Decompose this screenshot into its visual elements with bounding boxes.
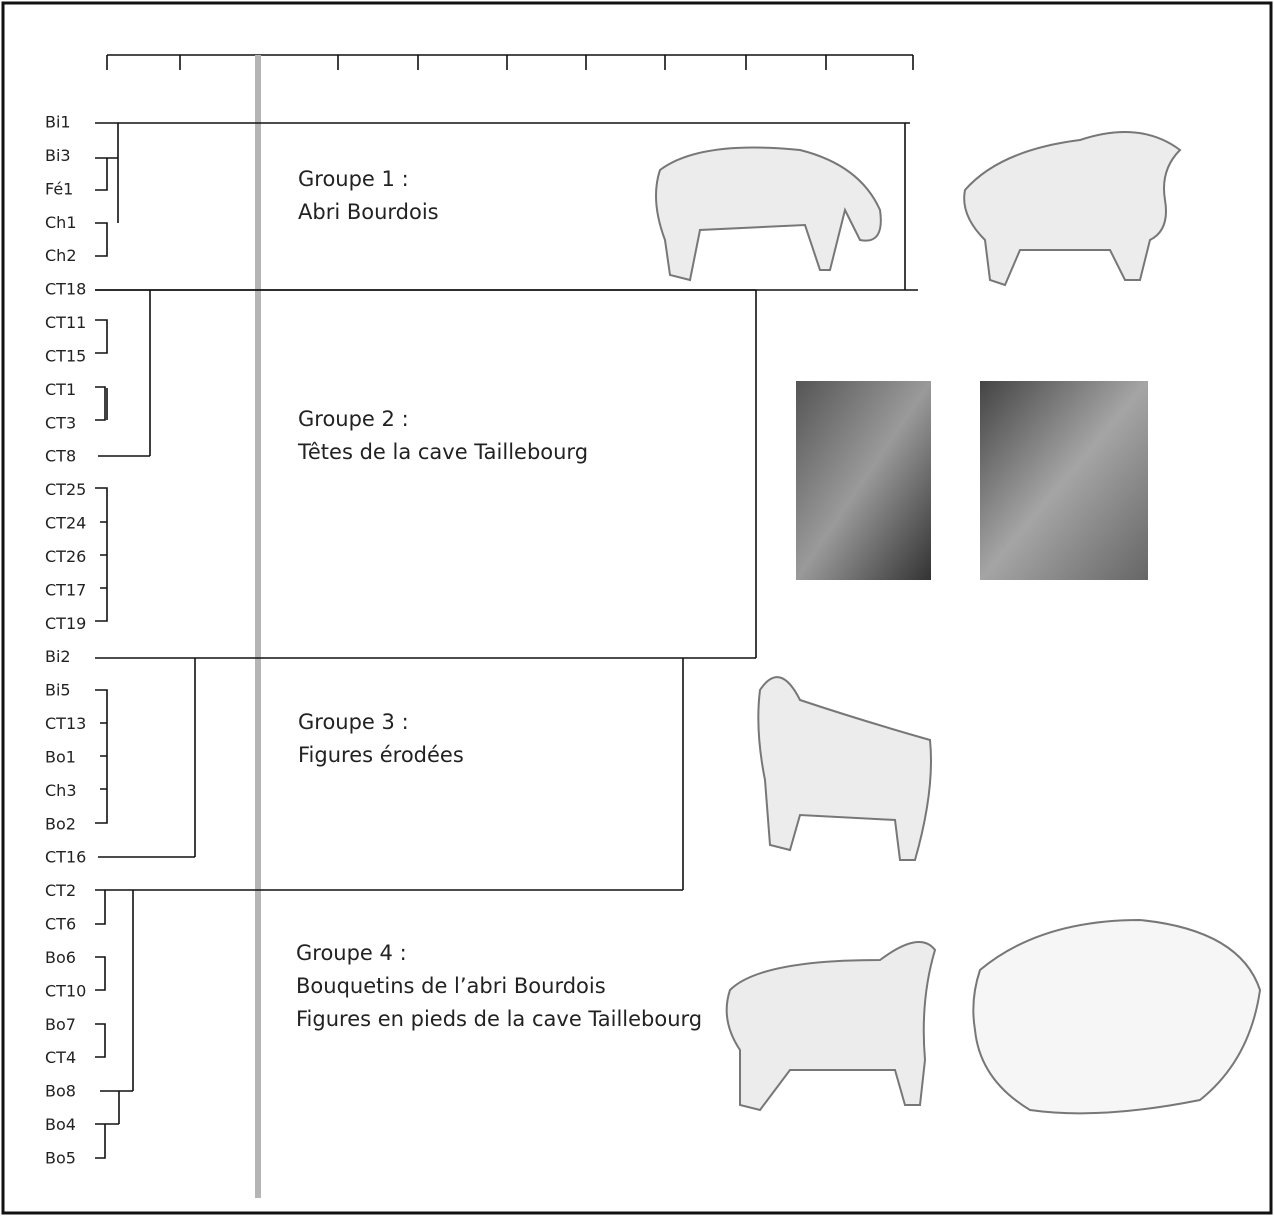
group-title: Groupe 2 :: [298, 407, 409, 431]
leaf-label: Bi2: [45, 647, 71, 666]
page: {"leaves": ["Bi1","Bi3","Fé1","Ch1","Ch2…: [0, 0, 1274, 1216]
leaf-label: Ch1: [45, 213, 77, 232]
top-axis: [107, 55, 913, 70]
group-description: Figures en pieds de la cave Taillebourg: [296, 1007, 702, 1031]
group-description: Figures érodées: [298, 743, 464, 767]
leaf-label: CT19: [45, 614, 86, 633]
leaf-label: CT13: [45, 714, 86, 733]
leaf-label: CT6: [45, 915, 76, 934]
group-description: Abri Bourdois: [298, 200, 439, 224]
leaf-label: CT1: [45, 380, 76, 399]
dendrogram-figure: Bi1 Bi3 Fé1 Ch1 Ch2 CT18 CT11 CT15 CT1 CT3 CT8 CT25…: [0, 0, 1274, 1216]
leaf-label: Bo7: [45, 1015, 76, 1034]
group-title: Groupe 4 :: [296, 941, 407, 965]
leaf-label: CT11: [45, 313, 86, 332]
group-description: Bouquetins de l’abri Bourdois: [296, 974, 606, 998]
group-description: Têtes de la cave Taillebourg: [297, 440, 588, 464]
leaf-label: CT16: [45, 848, 86, 867]
leaf-label: Bo1: [45, 747, 76, 766]
leaf-label: Bo4: [45, 1115, 76, 1134]
illustrations: [656, 132, 1260, 1113]
leaf-label: CT26: [45, 547, 86, 566]
leaf-label: CT10: [45, 981, 86, 1000]
leaf-label: CT4: [45, 1048, 76, 1067]
leaf-label: Ch2: [45, 246, 77, 265]
leaf-label: CT2: [45, 881, 76, 900]
leaf-label: Bo5: [45, 1149, 76, 1168]
leaf-label: CT24: [45, 514, 86, 533]
leaf-label: CT18: [45, 280, 86, 299]
leaf-label: Bo8: [45, 1082, 76, 1101]
leaf-label: Ch3: [45, 781, 77, 800]
leaf-label: Bo2: [45, 814, 76, 833]
leaf-label: Bi3: [45, 146, 71, 165]
leaf-label: CT15: [45, 346, 86, 365]
leaf-label: Bi5: [45, 681, 71, 700]
leaf-label: CT8: [45, 447, 76, 466]
leaf-labels: Bi1 Bi3 Fé1 Ch1 Ch2 CT18 CT11 CT15 CT1 CT3 CT8 CT25…: [45, 113, 86, 1168]
leaf-label: CT17: [45, 580, 86, 599]
group-title: Groupe 1 :: [298, 167, 409, 191]
group-title: Groupe 3 :: [298, 710, 409, 734]
leaf-label: CT3: [45, 413, 76, 432]
leaf-label: CT25: [45, 480, 86, 499]
group-labels: Groupe 1 : Abri Bourdois Groupe 2 : Têtes d…: [296, 167, 702, 1031]
leaf-label: Bi1: [45, 113, 71, 132]
leaf-label: Fé1: [45, 179, 73, 198]
leaf-label: Bo6: [45, 948, 76, 967]
